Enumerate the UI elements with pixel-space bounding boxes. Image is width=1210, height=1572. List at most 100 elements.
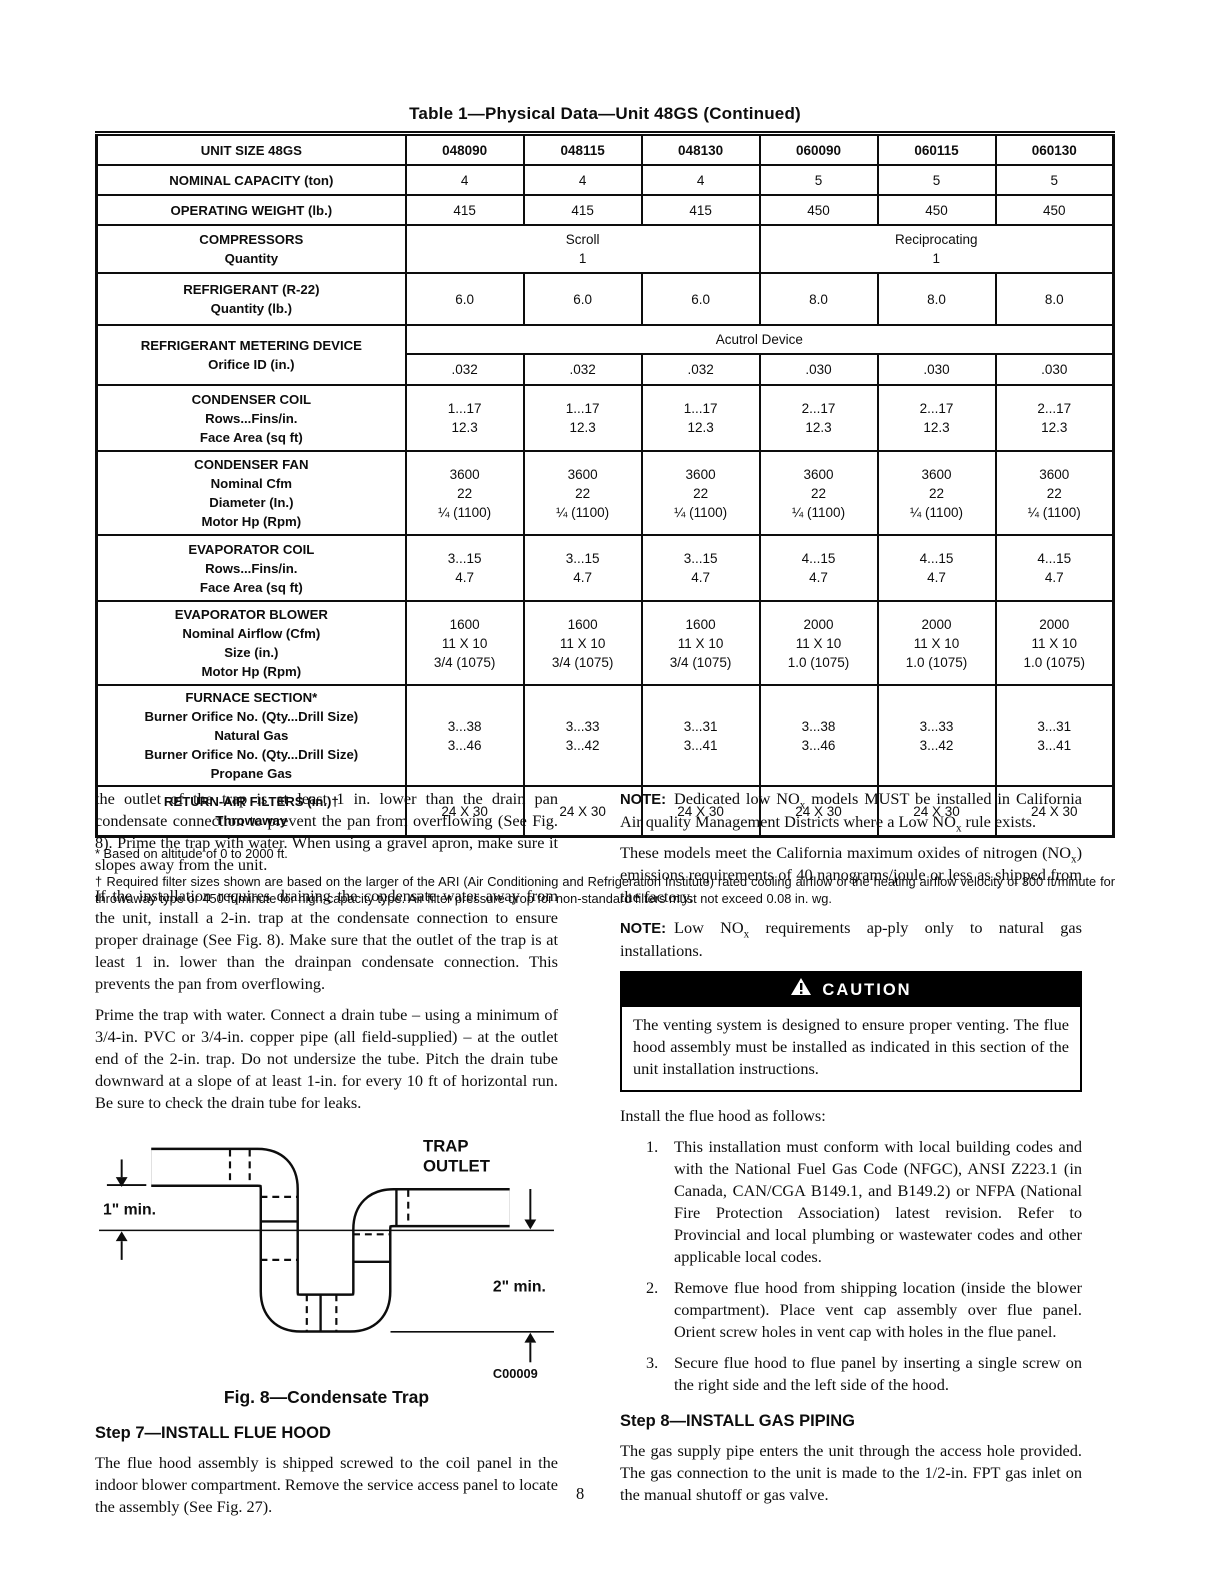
paragraph: Install the flue hood as follows: [620,1106,826,1125]
table-cell: 3...31 3...41 [994,684,1115,787]
table-cell: 415 [522,194,643,226]
table-cell: 3600 22 ¼ (1100) [404,450,525,536]
table-row: EVAPORATOR COIL Rows...Fins/in. Face Are… [95,534,1115,602]
condensate-trap-figure: 1" min. TRAP OUTLET 2" min. C00009 [95,1124,558,1382]
table-cell: 4 [404,164,525,196]
table-cell: UNIT SIZE 48GS [95,132,407,166]
table-cell: 060090 [758,132,879,166]
table-cell: 2...17 12.3 [876,384,997,452]
table-cell: 24 X 30 [994,785,1115,838]
table-cell: 3600 22 ¼ (1100) [758,450,879,536]
list-text: This installation must conform with loca… [674,1137,1082,1266]
table-cell: 6.0 [640,272,761,326]
footnote-dagger: † Required filter sizes shown are based … [95,873,1115,907]
table-cell: 5 [758,164,879,196]
right-column: NOTE: Dedicated low NOx models MUST be in… [620,788,1082,1515]
table-cell: 5 [994,164,1115,196]
table-cell: 3...31 3...41 [640,684,761,787]
paragraph: If the installation requires draining th… [95,886,558,993]
table-cell: .030 [876,353,997,386]
dimension-label-2in: 2" min. [493,1278,546,1295]
table-cell: CONDENSER COIL Rows...Fins/in. Face Area… [95,384,407,452]
table-cell: 3600 22 ¼ (1100) [640,450,761,536]
table-cell: 3600 22 ¼ (1100) [522,450,643,536]
table-cell: EVAPORATOR COIL Rows...Fins/in. Face Are… [95,534,407,602]
list-text: Remove flue hood from shipping location … [674,1278,1082,1341]
table-cell: 3...15 4.7 [404,534,525,602]
table-cell: 3...15 4.7 [640,534,761,602]
table-cell: 3600 22 ¼ (1100) [876,450,997,536]
caution-banner: CAUTION [622,973,1080,1007]
table-cell: 1...17 12.3 [522,384,643,452]
table-cell: 2000 11 X 10 1.0 (1075) [994,600,1115,686]
table-cell: 060115 [876,132,997,166]
note-text: Dedicated low NOx models MUST be install… [620,789,1082,835]
table-row: CONDENSER FAN Nominal Cfm Diameter (In.)… [95,450,1115,536]
table-row: REFRIGERANT (R-22) Quantity (lb.) 6.0 6.… [95,272,1115,326]
physical-data-table: UNIT SIZE 48GS 048090 048115 048130 0600… [95,131,1115,838]
table-cell: 3...15 4.7 [522,534,643,602]
table-cell: 1...17 12.3 [404,384,525,452]
table-cell: 8.0 [758,272,879,326]
table-cell: OPERATING WEIGHT (lb.) [95,194,407,226]
table-cell: EVAPORATOR BLOWER Nominal Airflow (Cfm) … [95,600,407,686]
table-cell: NOMINAL CAPACITY (ton) [95,164,407,196]
step7-heading: Step 7—INSTALL FLUE HOOD [95,1424,331,1442]
table-row: NOMINAL CAPACITY (ton) 4 4 4 5 5 5 [95,164,1115,196]
up-arrow-icon [115,1231,128,1242]
table-cell: 450 [876,194,997,226]
paragraph: Prime the trap with water. Connect a dra… [95,1005,558,1112]
table-row: UNIT SIZE 48GS 048090 048115 048130 0600… [95,132,1115,166]
table-cell: 4...15 4.7 [876,534,997,602]
table-cell: 4...15 4.7 [758,534,879,602]
table-cell: 048090 [404,132,525,166]
table-cell: 2...17 12.3 [994,384,1115,452]
list-number: 3. [646,1353,659,1372]
table-cell: 048115 [522,132,643,166]
paragraph: the outlet of the trap is at least 1 in.… [95,789,558,874]
up-arrow-icon [524,1332,537,1343]
table-cell: 060130 [994,132,1115,166]
table-cell: 24 X 30 [876,785,997,838]
table-row: CONDENSER COIL Rows...Fins/in. Face Area… [95,384,1115,452]
table-cell: Reciprocating 1 [758,224,1115,274]
table-row: COMPRESSORS Quantity Scroll 1 Reciprocat… [95,224,1115,274]
table-cell: 4...15 4.7 [994,534,1115,602]
left-column: the outlet of the trap is at least 1 in.… [95,788,558,1527]
list-text: Secure flue hood to flue panel by insert… [674,1353,1082,1394]
paragraph: The flue hood assembly is shipped screwe… [95,1453,558,1516]
table-cell: 24 X 30 [404,785,525,838]
table-cell: 5 [876,164,997,196]
table-cell: Scroll 1 [404,224,761,274]
paragraph: These models meet the California maximum… [620,843,1082,906]
table-cell: 1600 11 X 10 3/4 (1075) [640,600,761,686]
figure-caption: Fig. 8—Condensate Trap [223,1387,430,1407]
note-block: NOTE: Low NOx requirements ap-ply only to… [620,917,1082,962]
caution-title: CAUTION [822,980,912,999]
page-number: 8 [576,1484,585,1503]
table-row: OPERATING WEIGHT (lb.) 415 415 415 450 4… [95,194,1115,226]
list-item: 1. This installation must conform with l… [620,1136,1082,1268]
table-cell: REFRIGERANT METERING DEVICE Orifice ID (… [95,324,407,386]
table-row: .032 .032 .032 .030 .030 .030 [97,353,1115,386]
footnote-star: * Based on altitude of 0 to 2000 ft. [95,846,288,861]
pipe-outline [151,1147,510,1333]
table-title: Table 1—Physical Data—Unit 48GS (Continu… [409,104,801,123]
table-cell: .032 [640,353,761,386]
step8-heading: Step 8—INSTALL GAS PIPING [620,1412,856,1430]
table-cell: 24 X 30 [640,785,761,838]
table-cell: 2000 11 X 10 1.0 (1075) [876,600,997,686]
table-cell: Acutrol Device [404,324,1115,355]
down-arrow-icon [524,1219,537,1230]
table-cell: 24 X 30 [758,785,879,838]
table-cell: .030 [758,353,879,386]
table-cell: 048130 [640,132,761,166]
table-cell: 1600 11 X 10 3/4 (1075) [404,600,525,686]
note-label: NOTE: [620,792,667,808]
table-cell: 450 [758,194,879,226]
table-cell: 6.0 [404,272,525,326]
table-cell: 1...17 12.3 [640,384,761,452]
table-cell: 3...33 3...42 [522,684,643,787]
caution-body: The venting system is designed to ensure… [633,1015,1069,1078]
